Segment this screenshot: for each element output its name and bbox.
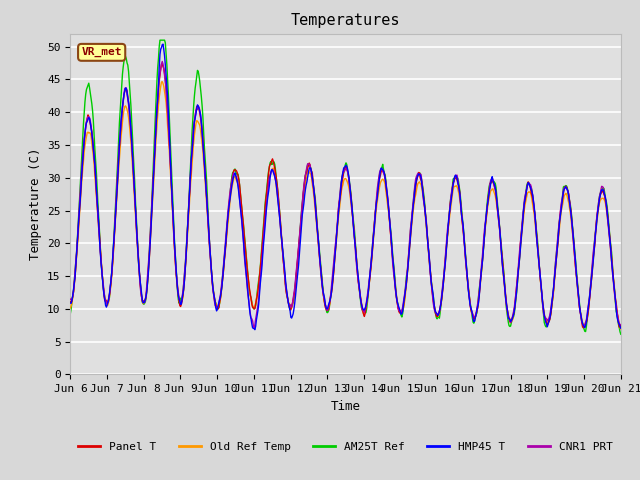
Panel T <box>413 176 421 181</box>
X-axis label: Time: Time <box>331 400 360 413</box>
CNR1 PRT <box>617 322 625 327</box>
Old Ref Temp <box>429 298 437 303</box>
HMP45 T <box>430 301 438 307</box>
Text: VR_met: VR_met <box>81 47 122 58</box>
Old Ref Temp <box>617 326 625 332</box>
Panel T <box>67 299 74 305</box>
Panel T <box>133 231 141 237</box>
Old Ref Temp <box>190 140 198 145</box>
AM25T Ref <box>413 174 421 180</box>
AM25T Ref <box>133 228 141 234</box>
AM25T Ref <box>67 311 74 316</box>
HMP45 T <box>414 172 422 178</box>
HMP45 T <box>190 126 198 132</box>
CNR1 PRT <box>430 305 438 311</box>
CNR1 PRT <box>67 296 74 302</box>
Old Ref Temp <box>133 238 141 243</box>
HMP45 T <box>77 195 84 201</box>
Panel T <box>429 298 437 303</box>
HMP45 T <box>159 41 167 47</box>
Old Ref Temp <box>413 183 421 189</box>
Old Ref Temp <box>219 276 227 281</box>
Legend: Panel T, Old Ref Temp, AM25T Ref, HMP45 T, CNR1 PRT: Panel T, Old Ref Temp, AM25T Ref, HMP45 … <box>74 438 618 457</box>
Panel T <box>157 61 165 67</box>
CNR1 PRT <box>219 272 227 277</box>
Panel T <box>579 325 587 331</box>
Line: AM25T Ref: AM25T Ref <box>70 40 621 334</box>
CNR1 PRT <box>250 325 258 331</box>
CNR1 PRT <box>77 186 84 192</box>
CNR1 PRT <box>190 125 198 131</box>
Panel T <box>77 193 84 199</box>
AM25T Ref <box>617 331 625 337</box>
AM25T Ref <box>77 181 84 187</box>
CNR1 PRT <box>159 59 166 64</box>
Panel T <box>617 322 625 328</box>
CNR1 PRT <box>133 237 141 242</box>
Panel T <box>190 128 198 133</box>
Title: Temperatures: Temperatures <box>291 13 401 28</box>
Line: CNR1 PRT: CNR1 PRT <box>70 61 621 328</box>
HMP45 T <box>617 325 625 331</box>
AM25T Ref <box>190 103 198 109</box>
Line: Old Ref Temp: Old Ref Temp <box>70 82 621 329</box>
AM25T Ref <box>219 271 227 276</box>
CNR1 PRT <box>414 170 422 176</box>
HMP45 T <box>219 275 227 280</box>
Y-axis label: Temperature (C): Temperature (C) <box>29 148 42 260</box>
Old Ref Temp <box>77 199 84 204</box>
AM25T Ref <box>156 37 164 43</box>
Old Ref Temp <box>67 305 74 311</box>
HMP45 T <box>133 233 141 239</box>
HMP45 T <box>67 300 74 306</box>
Old Ref Temp <box>159 79 166 84</box>
HMP45 T <box>251 327 259 333</box>
AM25T Ref <box>429 293 437 299</box>
Line: HMP45 T: HMP45 T <box>70 44 621 330</box>
Line: Panel T: Panel T <box>70 64 621 328</box>
Panel T <box>219 275 227 281</box>
